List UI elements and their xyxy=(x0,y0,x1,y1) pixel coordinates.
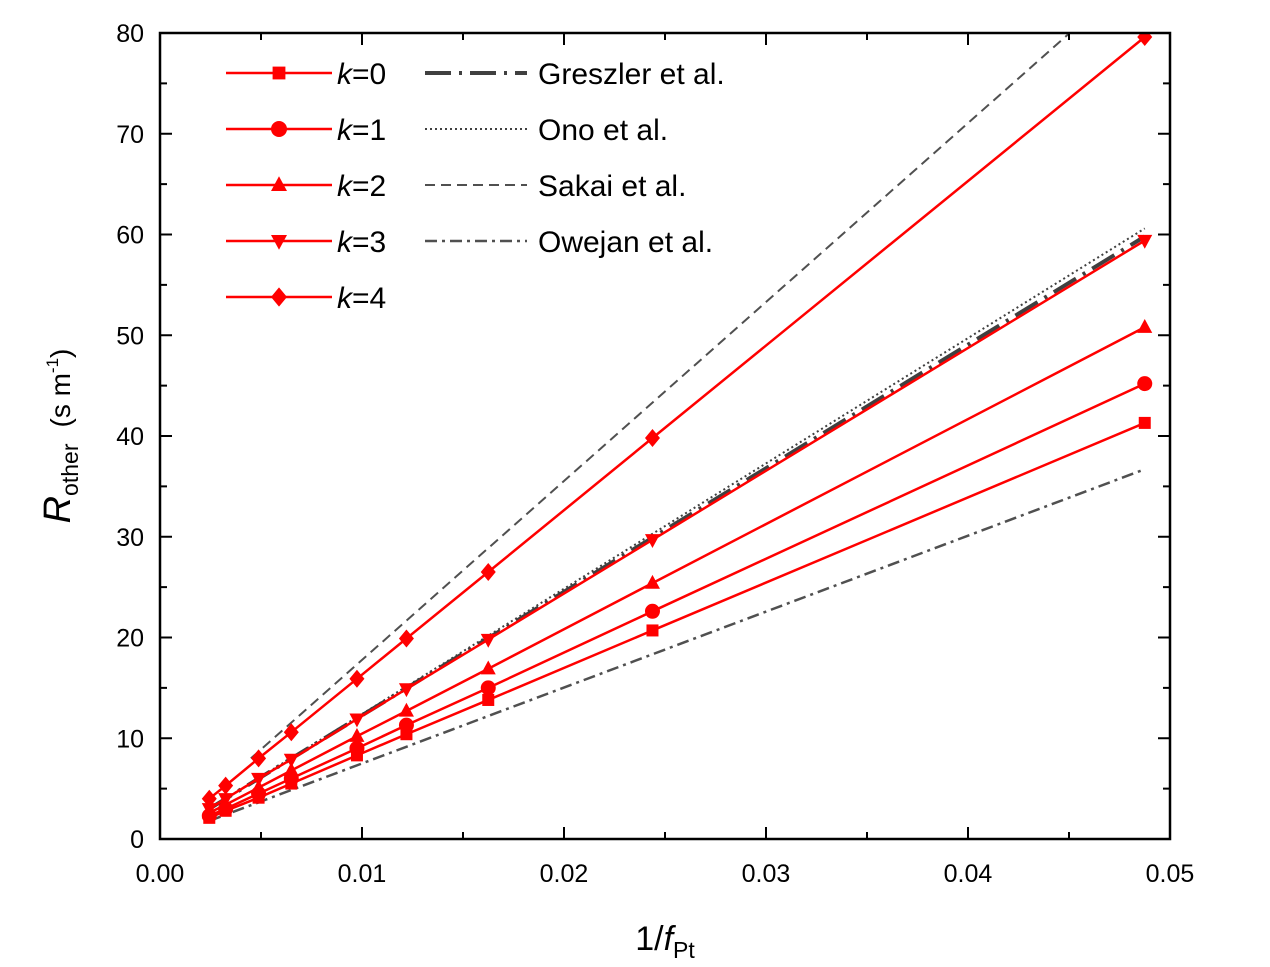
y-tick-label-8: 80 xyxy=(116,20,144,48)
series-line-0 xyxy=(208,421,1146,819)
data-point-s0-7 xyxy=(646,624,659,637)
x-tick-label-5: 0.05 xyxy=(1146,860,1195,888)
data-point-s1-4 xyxy=(349,740,365,756)
data-point-s2-3 xyxy=(283,762,299,777)
legend: k=0 k=1 k=2 k=3 k=4 Greszler et al. Ono et al.… xyxy=(226,58,725,315)
legend-label-1: k=1 xyxy=(337,114,386,147)
data-point-s2-7 xyxy=(644,574,660,589)
legend-ref-label-2: Sakai et al. xyxy=(538,170,686,203)
data-point-s4-4 xyxy=(349,669,365,688)
legend-marker-1 xyxy=(271,121,287,137)
data-point-s1-6 xyxy=(480,680,496,696)
data-point-s2-8 xyxy=(1137,318,1153,333)
data-point-s2-6 xyxy=(480,660,496,675)
data-point-s0-6 xyxy=(482,693,495,706)
data-point-s4-3 xyxy=(283,723,299,742)
plot-frame xyxy=(158,31,1172,841)
reference-line-2 xyxy=(250,33,1072,760)
y-tick-label-6: 60 xyxy=(116,222,144,250)
data-point-s4-5 xyxy=(398,629,414,648)
data-point-s1-8 xyxy=(1137,376,1153,392)
y-tick-label-0: 0 xyxy=(130,826,144,854)
data-point-s3-8 xyxy=(1137,234,1153,249)
reference-line-1 xyxy=(208,227,1146,810)
legend-ref-label-0: Greszler et al. xyxy=(538,58,725,91)
y-tick-label-2: 20 xyxy=(116,625,144,653)
x-tick-label-4: 0.04 xyxy=(944,860,993,888)
legend-label-4: k=4 xyxy=(337,282,386,315)
data-point-s1-7 xyxy=(644,603,660,619)
legend-label-3: k=3 xyxy=(337,226,386,259)
legend-marker-3 xyxy=(271,235,287,250)
data-point-s4-8 xyxy=(1137,33,1153,47)
legend-label-0: k=0 xyxy=(337,58,386,91)
data-point-s4-7 xyxy=(644,429,660,448)
legend-label-2: k=2 xyxy=(337,170,386,203)
series-line-4 xyxy=(208,36,1146,800)
legend-marker-0 xyxy=(272,66,286,80)
y-tick-label-3: 30 xyxy=(116,524,144,552)
data-point-s3-2 xyxy=(251,772,267,787)
x-tick-label-0: 0.00 xyxy=(136,860,185,888)
data-point-s3-7 xyxy=(644,534,660,549)
series-line-1 xyxy=(208,382,1146,817)
data-point-s1-5 xyxy=(398,717,414,733)
reference-line-3 xyxy=(208,468,1146,823)
x-axis-title: 1/fPt xyxy=(635,920,695,963)
data-point-s3-4 xyxy=(349,713,365,728)
data-point-s0-8 xyxy=(1138,416,1151,429)
series-line-2 xyxy=(208,326,1146,814)
axis-ticks: 0.00 0.01 0.02 0.03 0.04 0.05 0 10 20 30 40 50 60 70 8… xyxy=(116,20,1194,888)
y-tick-label-7: 70 xyxy=(116,121,144,149)
legend-marker-2 xyxy=(271,176,287,191)
x-tick-label-1: 0.01 xyxy=(338,860,387,888)
y-tick-label-4: 40 xyxy=(116,423,144,451)
data-point-s3-1 xyxy=(218,793,234,807)
data-point-s2-4 xyxy=(349,727,365,742)
data-point-s3-3 xyxy=(283,753,299,768)
x-tick-label-2: 0.02 xyxy=(540,860,589,888)
data-point-s4-1 xyxy=(218,776,234,795)
series-line-3 xyxy=(208,239,1146,810)
legend-ref-label-1: Ono et al. xyxy=(538,114,668,147)
x-tick-label-3: 0.03 xyxy=(742,860,791,888)
legend-ref-label-3: Owejan et al. xyxy=(538,226,713,259)
data-point-s4-6 xyxy=(480,563,496,582)
y-tick-label-1: 10 xyxy=(116,725,144,753)
data-point-s4-0 xyxy=(201,789,217,808)
data-point-s2-5 xyxy=(398,702,414,717)
data-point-s3-0 xyxy=(201,803,217,818)
legend-marker-4 xyxy=(271,287,287,307)
data-point-s3-6 xyxy=(480,633,496,648)
y-axis-title: Rother(s m-1) xyxy=(37,349,83,524)
plot-area xyxy=(201,33,1153,824)
data-point-s4-2 xyxy=(251,749,267,768)
y-tick-label-5: 50 xyxy=(116,322,144,350)
data-point-s3-5 xyxy=(398,683,414,698)
